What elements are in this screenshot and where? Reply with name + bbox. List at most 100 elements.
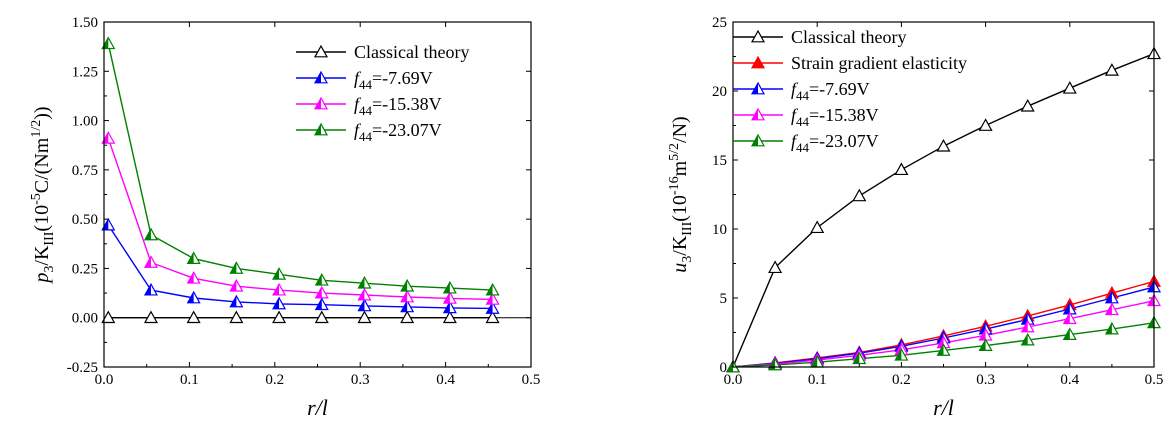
series-1-marker-shape [272,310,287,324]
series-1-marker-shape [768,260,783,274]
series-2-marker-outline [314,297,329,311]
plot-frame [732,21,1155,368]
series-3-marker [400,289,415,303]
x-tick-label: 0.1 [180,372,199,388]
series-1-marker-shape [186,310,201,324]
legend-marker-1 [750,29,766,43]
series-5-marker [936,343,951,356]
legend-marker-1-shape [750,29,766,43]
series-2-marker [143,282,158,296]
series-3-marker-outline [143,255,158,268]
legend-label-4: f44=-23.07V [354,120,442,144]
series-4-marker-outline [229,261,244,274]
legend-label-1: Classical theory [354,42,469,62]
series-2-marker [314,297,329,311]
x-tick-label: 0.0 [724,372,743,388]
series-1-marker-shape [229,310,244,324]
series-4-marker-outline [101,36,116,50]
series-3-marker-outline [229,278,244,292]
legend: Classical theory Strain gradient elastici… [733,27,967,155]
legend-marker-3 [750,81,766,95]
legend-marker-4-outline [750,107,766,121]
legend-marker-4 [313,122,329,136]
series-1-marker-shape [314,310,329,324]
series-2-marker-outline [272,296,287,310]
legend-marker-2 [313,70,329,84]
series-4-marker [400,278,415,292]
legend-label-5: f44=-23.07V [791,131,879,155]
series-4-marker [186,251,201,264]
series-1-marker [101,310,116,324]
series-4-marker-outline [186,251,201,264]
series-3-marker-outline [186,271,201,284]
series-1-marker [1104,63,1119,76]
series-5-marker [852,351,867,365]
series-1-marker-shape [894,162,909,176]
x-tick-label: 0.5 [522,372,541,388]
x-tick-label: 0.5 [1145,372,1164,388]
legend-marker-3-outline [313,96,329,110]
series-1-marker-shape [1062,81,1077,94]
series-4-marker [314,273,329,286]
series-4-marker [101,36,116,50]
series-4-marker-outline [485,282,500,296]
series-1-marker [978,118,993,131]
series-1-marker [894,162,909,176]
series-2-marker [357,298,372,312]
x-tick-label: 0.2 [892,372,911,388]
series-1-marker-shape [852,188,867,202]
series-2-marker [229,294,244,308]
series-1-marker [768,260,783,274]
series-1-marker-shape [978,118,993,131]
series-5-marker-outline [852,351,867,365]
series-5-marker-outline [1104,321,1119,335]
series-1-marker-shape [485,310,500,324]
series-3-marker [314,285,329,299]
series-2-marker-outline [143,282,158,296]
legend-marker-3 [313,96,329,110]
series-3-marker-outline [400,289,415,303]
y-axis-label: u3/KIII(10-16m5/2/N) [667,116,695,272]
series-5-marker-outline [894,348,909,361]
series-4-marker-outline [143,227,158,241]
legend-marker-5-outline [750,133,766,147]
series-3-marker [442,291,457,304]
series-4-marker-outline [400,278,415,292]
legend-marker-2-outline [313,70,329,84]
series-5-marker [1062,327,1077,340]
series-1-marker [936,138,951,152]
x-tick-label: 0.4 [1060,372,1079,388]
series-1-marker-shape [143,310,158,324]
series-4-marker-outline [1062,311,1077,325]
series-line-2 [107,224,493,310]
series-2-marker-outline [229,294,244,308]
series-1-marker [186,310,201,324]
series-3-marker [143,255,158,268]
series-5-marker [1020,332,1035,346]
y-tick-label: 10 [712,222,727,238]
series-1-marker [1020,98,1035,112]
series-3-marker [485,292,500,305]
series-4-marker [1062,311,1077,325]
series-5-marker-outline [1020,332,1035,346]
series-3-marker-outline [272,282,287,296]
series-3-marker-outline [357,287,372,301]
series-4-marker-outline [314,273,329,286]
y-tick-label: 0.25 [72,261,98,277]
series-5-marker-outline [1062,327,1077,340]
series-1-marker-shape [101,310,116,324]
series-4-marker-outline [357,275,372,289]
legend-marker-1 [313,44,329,58]
series-3-marker [229,278,244,292]
series-3-marker [357,287,372,301]
x-tick-label: 0.0 [95,372,114,388]
series-2-marker-outline [485,301,500,314]
y-tick-label: 15 [712,153,727,169]
series-2-marker-outline [357,298,372,312]
series-2-marker-outline [442,300,457,314]
series-3-marker-outline [485,292,500,305]
series-1-marker [485,310,500,324]
y-tick-label: 1.25 [72,64,98,80]
legend-marker-2-shape [750,55,766,69]
